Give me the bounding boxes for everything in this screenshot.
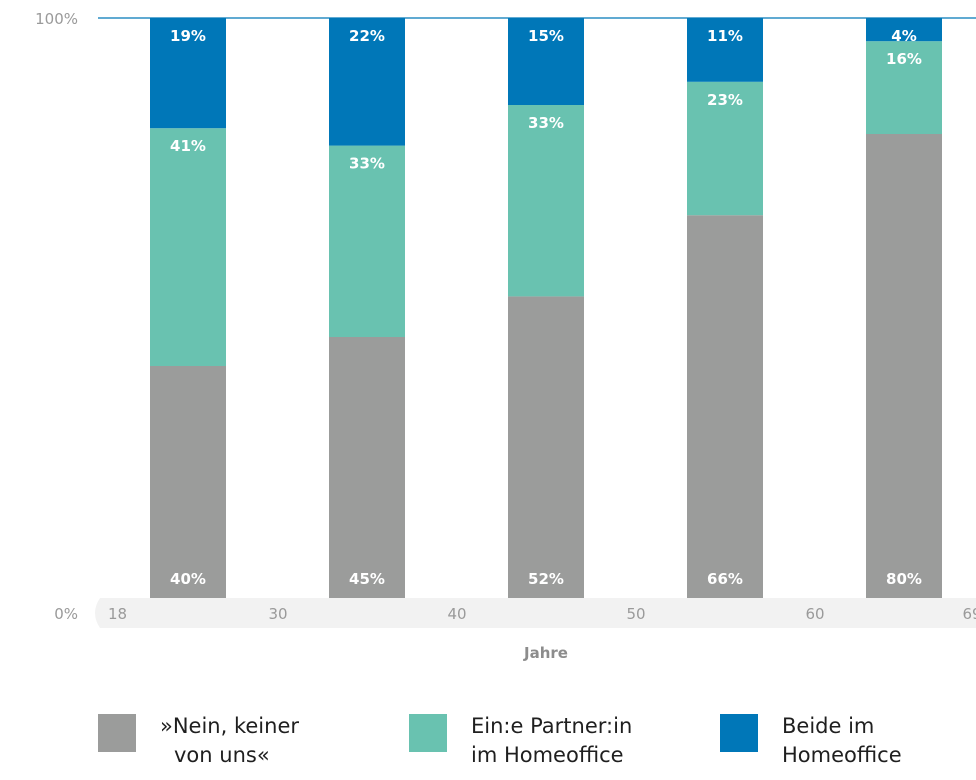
bar-segment-1-0 <box>329 337 405 598</box>
legend-label-nein: »Nein, keiner von uns« <box>160 712 299 770</box>
x-tick-label-30: 30 <box>268 605 287 623</box>
bar-segment-2-1 <box>508 105 584 297</box>
x-tick-label-60: 60 <box>805 605 824 623</box>
x-tick-label-18: 18 <box>108 605 127 623</box>
bar-label-3-1: 23% <box>707 91 743 109</box>
x-tick-label-69: 69 <box>962 605 976 623</box>
bar-label-4-0: 80% <box>886 570 922 588</box>
bar-segment-0-1 <box>150 128 226 366</box>
y-tick-label-100: 100% <box>35 10 78 28</box>
x-tick-label-40: 40 <box>447 605 466 623</box>
legend-label-nein-line2: von uns« <box>174 743 270 767</box>
bar-label-4-2: 4% <box>891 27 916 45</box>
legend-label-beide-line2: Homeoffice <box>782 743 902 767</box>
legend-label-partner-line1: Ein:e Partner:in <box>471 714 633 738</box>
bar-label-3-2: 11% <box>707 27 743 45</box>
bar-segment-4-2 <box>866 18 942 42</box>
legend-item-nein: »Nein, keiner von uns« <box>98 712 299 770</box>
bar-label-3-0: 66% <box>707 570 743 588</box>
bar-segment-3-0 <box>687 215 763 598</box>
legend-swatch-nein <box>98 714 136 752</box>
bar-label-2-1: 33% <box>528 114 564 132</box>
bar-segment-1-2 <box>329 18 405 146</box>
bar-label-2-0: 52% <box>528 570 564 588</box>
axis-group: 100% 0% 18 30 40 50 60 69 Jahre <box>35 10 976 662</box>
bar-segment-0-0 <box>150 366 226 598</box>
bar-segment-3-1 <box>687 81 763 216</box>
legend-swatch-partner <box>409 714 447 752</box>
legend-item-partner: Ein:e Partner:in im Homeoffice <box>409 712 632 770</box>
x-axis-band <box>95 598 976 628</box>
bar-segment-2-2 <box>508 18 584 105</box>
bar-label-0-1: 41% <box>170 137 206 155</box>
bar-label-1-1: 33% <box>349 155 385 173</box>
x-axis-title: Jahre <box>523 644 568 662</box>
legend: »Nein, keiner von uns« Ein:e Partner:in … <box>0 712 976 780</box>
bar-label-0-0: 40% <box>170 570 206 588</box>
bar-label-0-2: 19% <box>170 27 206 45</box>
legend-label-nein-line1: »Nein, keiner <box>160 714 300 738</box>
legend-item-beide: Beide im Homeoffice <box>720 712 902 770</box>
bar-segment-0-2 <box>150 18 226 129</box>
x-tick-label-50: 50 <box>626 605 645 623</box>
bar-label-2-2: 15% <box>528 27 564 45</box>
segment-labels-group: 40% 41% 19% 45% 33% 22% 52% 33% 15% 66% 23% 11% 80% 1… <box>170 27 922 588</box>
stacked-bar-chart: 100% 0% 18 30 40 50 60 69 Jahre 40% 41% 19% 45% 33% 2… <box>35 10 976 662</box>
bar-segment-4-0 <box>866 134 942 598</box>
legend-label-beide: Beide im Homeoffice <box>782 712 902 770</box>
bar-segment-1-1 <box>329 145 405 337</box>
legend-swatch-beide <box>720 714 758 752</box>
bar-label-1-0: 45% <box>349 570 385 588</box>
bar-label-1-2: 22% <box>349 27 385 45</box>
bar-segment-3-2 <box>687 18 763 82</box>
bar-label-4-1: 16% <box>886 50 922 68</box>
legend-label-partner: Ein:e Partner:in im Homeoffice <box>471 712 632 770</box>
bar-segment-2-0 <box>508 296 584 598</box>
legend-label-beide-line1: Beide im <box>782 714 875 738</box>
bars-group <box>150 18 942 598</box>
legend-label-partner-line2: im Homeoffice <box>471 743 624 767</box>
y-tick-label-0: 0% <box>54 605 78 623</box>
bar-segment-4-1 <box>866 41 942 135</box>
